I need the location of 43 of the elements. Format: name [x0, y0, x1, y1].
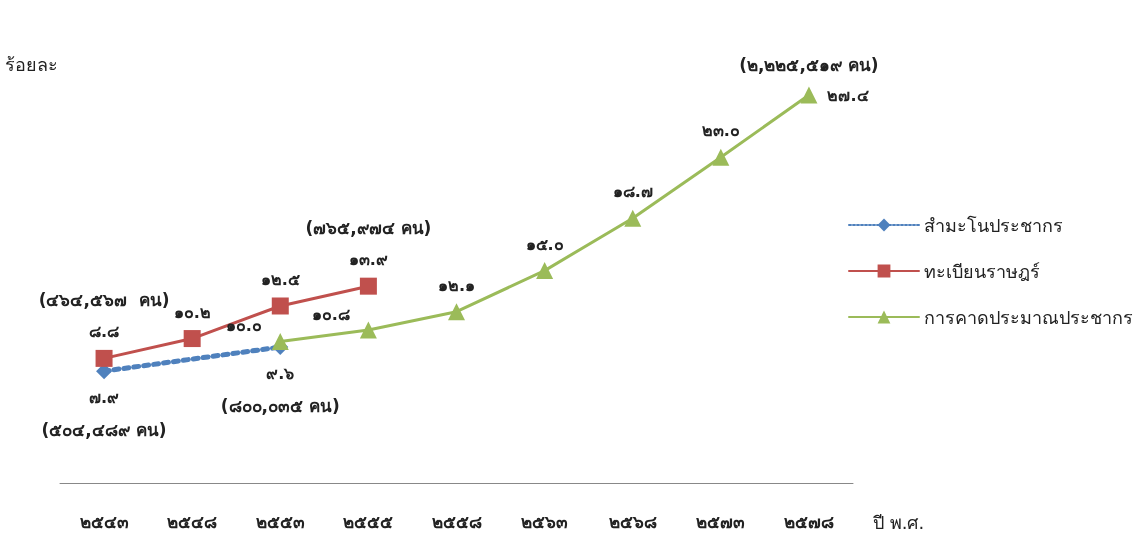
x-tick-label: ๒๕๔๘	[167, 511, 218, 532]
point	[183, 330, 201, 348]
legend-label: ทะเบียนราษฎร์	[924, 260, 1040, 282]
y-axis-title: ร้อยละ	[5, 53, 58, 75]
annotation: (๒,๒๒๕,๕๑๙ คน)	[739, 54, 879, 75]
data-label: ๙.๖	[266, 363, 295, 383]
x-tick-label: ๒๕๕๓	[255, 511, 305, 532]
annotation: (๔๖๔,๕๖๗ คน)	[38, 289, 170, 310]
x-tick-label: ๒๕๗๘	[783, 511, 834, 532]
data-label: ๑๘.๗	[612, 182, 653, 202]
data-label: ๑๐.๘	[311, 304, 350, 324]
point	[800, 86, 818, 104]
data-label: ๑๒.๑	[437, 275, 476, 295]
legend-label: สำมะโนประชากร	[924, 214, 1063, 236]
point	[359, 321, 377, 339]
x-axis-title: ปี พ.ศ.	[873, 511, 925, 533]
data-label: ๑๐.๒	[173, 302, 211, 322]
annotation: (๘๐๐,๐๓๕ คน)	[220, 395, 340, 416]
x-tick-label: ๒๕๖๘	[608, 511, 657, 532]
data-label: ๒๗.๔	[827, 85, 869, 105]
point	[271, 297, 289, 315]
x-tick-label: ๒๕๕๘	[431, 511, 482, 532]
legend-label: การคาดประมาณประชากร	[924, 306, 1133, 328]
x-tick-label: ๒๕๖๓	[521, 511, 569, 532]
annotation: (๕๐๔,๔๘๙ คน)	[41, 419, 167, 440]
point	[359, 277, 377, 295]
data-label: ๑๐.๐	[225, 315, 262, 335]
data-label: ๑๕.๐	[525, 234, 564, 254]
data-label: ๒๓.๐	[701, 121, 740, 141]
data-label: ๑๓.๙	[348, 250, 388, 270]
point	[448, 303, 465, 321]
x-tick-label: ๒๕๕๕	[343, 511, 394, 532]
x-tick-label: ๒๕๗๓	[696, 511, 746, 532]
data-label: ๗.๙	[89, 387, 120, 407]
annotation: (๗๖๕,๙๗๔ คน)	[305, 217, 432, 238]
data-label: ๑๒.๕	[260, 269, 300, 289]
point	[624, 209, 642, 227]
x-tick-label: ๒๕๔๓	[79, 511, 129, 532]
point	[712, 148, 730, 166]
point	[95, 349, 113, 367]
point	[271, 332, 289, 350]
data-label: ๘.๘	[89, 322, 120, 342]
point	[536, 262, 554, 280]
